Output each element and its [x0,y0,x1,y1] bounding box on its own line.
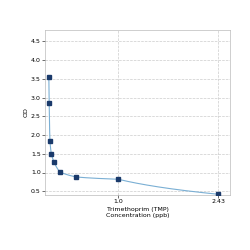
Y-axis label: OD: OD [23,108,28,118]
X-axis label: Trimethoprim (TMP)
Concentration (ppb): Trimethoprim (TMP) Concentration (ppb) [106,207,169,218]
